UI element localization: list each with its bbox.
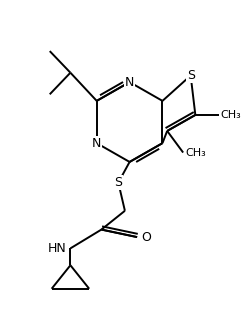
Text: CH₃: CH₃ bbox=[221, 110, 242, 120]
Text: HN: HN bbox=[48, 242, 67, 255]
Text: N: N bbox=[92, 137, 101, 150]
Text: S: S bbox=[187, 69, 195, 82]
Text: S: S bbox=[114, 176, 122, 189]
Text: CH₃: CH₃ bbox=[185, 147, 206, 157]
Text: N: N bbox=[125, 76, 134, 89]
Text: O: O bbox=[141, 231, 151, 243]
